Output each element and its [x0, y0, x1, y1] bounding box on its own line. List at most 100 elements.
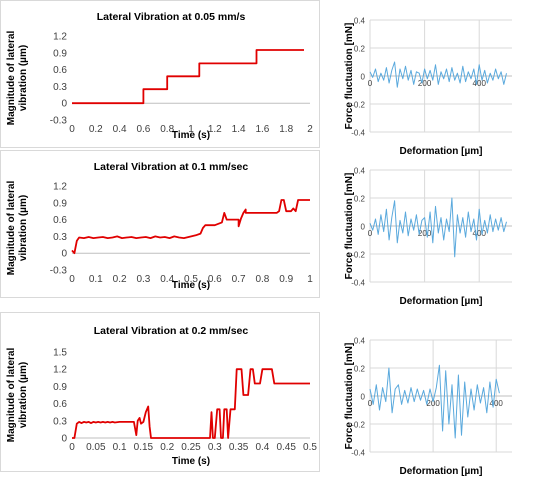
- chart-svg: -0.4 -0.2 0 0.2 0.4 0 200 400 Deformation [µm] Fo…: [344, 337, 512, 477]
- x-tick-label: 400: [473, 79, 487, 88]
- y-tick-label: 0: [361, 73, 366, 82]
- x-tick-label: 0: [368, 79, 373, 88]
- x-tick-label: 1: [307, 274, 313, 285]
- y-tick-label: 0.2: [354, 195, 366, 204]
- y-axis-label: Magnitude of lateralvibration (µm): [6, 181, 29, 276]
- x-tick-label: 200: [418, 79, 432, 88]
- x-axis-label: Deformation [µm]: [400, 146, 483, 157]
- x-tick-label: 0.5: [303, 442, 317, 453]
- y-tick-label: 0.4: [354, 167, 366, 176]
- y-tick-label: -0.4: [351, 449, 365, 458]
- x-tick-label: 0.2: [160, 442, 174, 453]
- y-axis-label: Magnitude of lateralvibration (µm): [6, 31, 29, 126]
- x-axis-label: Time (s): [172, 280, 210, 291]
- chart-svg: -0.300.30.60.91.20 0.1 0.2 0.3 0.4 0.5 0.6 0.7 0…: [0, 150, 320, 298]
- series-line: [369, 364, 500, 439]
- x-tick-label: 0.2: [113, 274, 127, 285]
- x-axis-label: Deformation [µm]: [400, 466, 483, 477]
- x-tick-label: 400: [490, 399, 504, 408]
- x-tick-label: 0.4: [255, 442, 269, 453]
- x-tick-label: 0.6: [136, 124, 150, 135]
- y-tick-label: 0.9: [53, 382, 67, 393]
- y-axis-label-line: Magnitude of lateral: [6, 181, 17, 276]
- y-tick-label: 0.9: [53, 198, 67, 209]
- x-tick-label: 0.4: [113, 124, 127, 135]
- x-tick-label: 400: [473, 229, 487, 238]
- y-tick-label: 1.2: [53, 182, 67, 193]
- y-tick-label: -0.4: [351, 129, 365, 138]
- y-tick-label: 1.2: [53, 365, 67, 376]
- x-axis-label: Time (s): [172, 130, 210, 141]
- chart-svg: -0.4 -0.2 0 0.2 0.4 0 200 400 Deformation [µm] Fo…: [344, 17, 512, 157]
- y-tick-label: 0.3: [53, 82, 67, 93]
- lateral-vibration-chart-3: 0 0.3 0.6 0.9 1.2 1.5 0 0.05 0.1 0.15 0.2 0.25 0.3 0.…: [0, 312, 320, 472]
- y-axis-label: Magnitude of lateralvibration (µm): [6, 348, 29, 443]
- y-tick-label: 0: [361, 223, 366, 232]
- y-tick-label: 0.3: [53, 416, 67, 427]
- chart-frame: [0, 0, 320, 148]
- y-tick-label: 0: [361, 393, 366, 402]
- x-tick-label: 200: [426, 399, 440, 408]
- series-line: [369, 197, 507, 258]
- y-axis-label: Force fluctuation [mN]: [344, 173, 355, 280]
- chart-title: Lateral Vibration at 0.2 mm/sec: [94, 325, 249, 337]
- x-tick-label: 0.5: [184, 274, 198, 285]
- x-tick-label: 0.05: [86, 442, 106, 453]
- x-tick-label: 200: [418, 229, 432, 238]
- x-tick-label: 0.4: [160, 274, 174, 285]
- x-tick-label: 0.1: [113, 442, 127, 453]
- x-tick-label: 0.45: [276, 442, 296, 453]
- chart-title: Lateral Vibration at 0.1 mm/sec: [94, 161, 249, 173]
- series-line: [72, 368, 310, 439]
- x-tick-label: 0: [368, 399, 373, 408]
- x-tick-label: 0.3: [208, 442, 222, 453]
- x-axis-label: Deformation [µm]: [400, 296, 483, 307]
- y-tick-label: -0.4: [351, 279, 365, 288]
- force-fluctuation-chart-2: -0.4 -0.2 0 0.2 0.4 0 200 400 Deformation [µm] Fo…: [340, 160, 540, 308]
- y-tick-label: 1.5: [53, 348, 67, 359]
- chart-svg: -0.4 -0.2 0 0.2 0.4 0 200 400 Deformation [µm] Fo…: [344, 167, 512, 307]
- x-tick-label: 1: [188, 124, 194, 135]
- y-tick-label: 0.9: [53, 48, 67, 59]
- x-tick-label: 0: [368, 229, 373, 238]
- series-line: [369, 61, 507, 88]
- x-tick-label: 2: [307, 124, 313, 135]
- y-axis-label-line: vibration (µm): [18, 362, 29, 428]
- x-tick-label: 0.35: [229, 442, 249, 453]
- y-tick-label: 0.2: [354, 365, 366, 374]
- x-tick-label: 0: [69, 274, 75, 285]
- y-axis-label-line: Magnitude of lateral: [6, 31, 17, 126]
- x-axis-label: Time (s): [172, 456, 210, 467]
- x-tick-label: 0.8: [255, 274, 269, 285]
- x-tick-label: 0.2: [89, 124, 103, 135]
- x-tick-label: 0.25: [181, 442, 201, 453]
- chart-frame: [0, 150, 320, 298]
- x-tick-label: 0.8: [160, 124, 174, 135]
- x-tick-label: 1.6: [255, 124, 269, 135]
- x-tick-label: 0.6: [208, 274, 222, 285]
- y-tick-label: 0: [61, 434, 67, 445]
- y-tick-label: -0.2: [351, 101, 365, 110]
- y-axis-label: Force fluctuation [mN]: [344, 23, 355, 130]
- y-tick-label: 0.6: [53, 399, 67, 410]
- x-tick-label: 0.1: [89, 274, 103, 285]
- x-tick-label: 0.7: [232, 274, 246, 285]
- force-fluctuation-chart-3: -0.4 -0.2 0 0.2 0.4 0 200 400 Deformation [µm] Fo…: [340, 330, 540, 478]
- y-tick-label: 0.6: [53, 65, 67, 76]
- y-tick-label: 0: [61, 249, 67, 260]
- y-tick-label: 0.4: [354, 17, 366, 26]
- y-tick-label: 0.3: [53, 232, 67, 243]
- chart-svg: 0 0.3 0.6 0.9 1.2 1.5 0 0.05 0.1 0.15 0.2 0.25 0.3 0.…: [0, 312, 320, 472]
- force-fluctuation-chart-1: -0.4 -0.2 0 0.2 0.4 0 200 400 Deformation [µm] Fo…: [340, 10, 540, 158]
- chart-svg: -0.300.30.60.91.20 0.2 0.4 0.6 0.8 1 1.2 1.4 1.6…: [0, 0, 320, 148]
- y-tick-label: -0.3: [50, 116, 68, 127]
- x-tick-label: 0: [69, 124, 75, 135]
- x-tick-label: 1.4: [232, 124, 246, 135]
- x-tick-label: 0.15: [134, 442, 154, 453]
- x-tick-label: 1.8: [279, 124, 293, 135]
- chart-title: Lateral Vibration at 0.05 mm/s: [97, 11, 246, 23]
- series-line: [71, 199, 310, 255]
- y-tick-label: 1.2: [53, 32, 67, 43]
- y-tick-label: 0.2: [354, 45, 366, 54]
- y-axis-label: Force fluctuation [mN]: [344, 343, 355, 450]
